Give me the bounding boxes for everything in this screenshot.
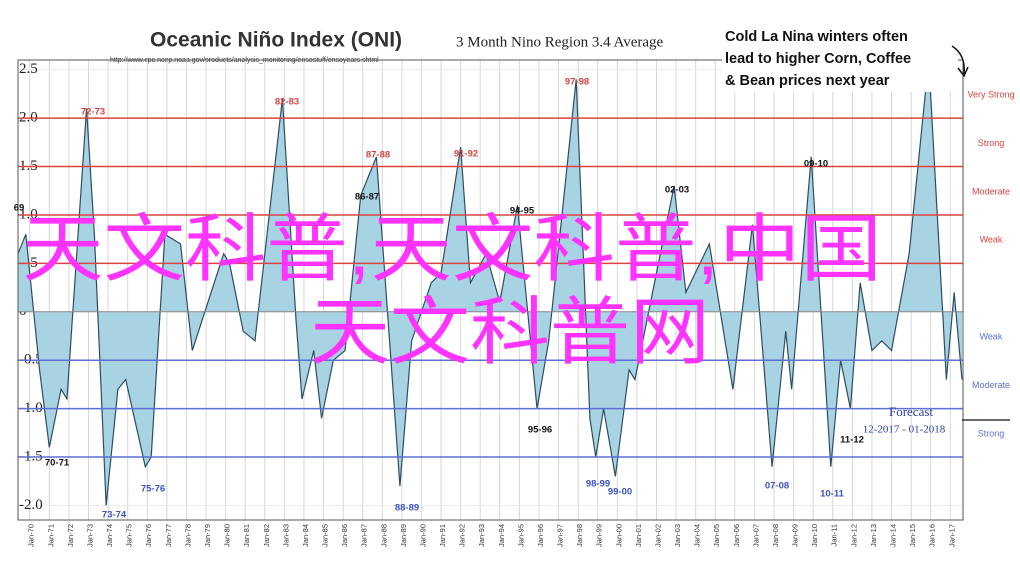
- x-tick-label: Jan-77: [164, 524, 173, 547]
- x-tick-label: Jan-99: [595, 524, 604, 547]
- event-label: 98-99: [586, 479, 610, 490]
- x-tick-label: Jan-15: [908, 524, 917, 547]
- threshold-label: Weak: [980, 332, 1003, 342]
- x-tick-label: Jan-88: [379, 524, 388, 547]
- x-tick-label: Jan-09: [791, 524, 800, 547]
- event-label: 10-11: [820, 489, 844, 500]
- x-tick-label: Jan-03: [673, 524, 682, 547]
- x-tick-label: Jan-80: [223, 524, 232, 547]
- callout-text: lead to higher Corn, Coffee: [725, 51, 911, 67]
- x-tick-label: Jan-06: [732, 524, 741, 547]
- x-tick-label: Jan-73: [85, 524, 94, 547]
- event-label: 95-96: [528, 425, 552, 436]
- x-tick-label: Jan-05: [712, 524, 721, 547]
- threshold-label: Moderate: [972, 380, 1010, 390]
- x-tick-label: Jan-72: [66, 524, 75, 547]
- x-tick-label: Jan-10: [810, 524, 819, 547]
- x-tick-label: Jan-90: [418, 524, 427, 547]
- x-tick-label: Jan-83: [281, 524, 290, 547]
- threshold-label: Moderate: [972, 186, 1010, 196]
- x-tick-label: Jan-87: [360, 524, 369, 547]
- event-label: 91-92: [454, 149, 478, 160]
- x-tick-label: Jan-08: [771, 524, 780, 547]
- event-label: 07-08: [765, 481, 789, 492]
- x-tick-label: Jan-07: [751, 524, 760, 547]
- x-tick-label: Jan-85: [321, 524, 330, 547]
- x-tick-label: Jan-81: [242, 524, 251, 547]
- event-label: 86-87: [355, 192, 379, 203]
- event-label: 72-73: [81, 107, 105, 118]
- line: [17, 59, 963, 506]
- x-tick-label: Jan-11: [830, 524, 839, 546]
- event-label: 69: [14, 203, 25, 214]
- x-tick-label: Jan-70: [27, 524, 36, 547]
- x-tick-label: Jan-91: [438, 524, 447, 547]
- x-tick-label: Jan-17: [947, 524, 956, 547]
- x-tick-label: Jan-79: [203, 524, 212, 547]
- threshold-label: Weak: [980, 235, 1003, 245]
- event-label: 02-03: [665, 185, 689, 196]
- forecast-label: Forecast: [889, 404, 933, 419]
- x-tick-label: Jan-14: [888, 524, 897, 547]
- x-tick-label: Jan-92: [458, 524, 467, 547]
- threshold-label: Strong: [978, 138, 1005, 148]
- event-label: 70-71: [45, 458, 70, 469]
- x-tick-label: Jan-86: [340, 524, 349, 547]
- x-tick-label: Jan-97: [556, 524, 565, 547]
- event-label: 88-89: [395, 503, 419, 514]
- y-tick-label: 2.5: [19, 61, 38, 77]
- event-label: 87-88: [366, 150, 390, 161]
- x-tick-label: Jan-13: [869, 524, 878, 547]
- x-tick-label: Jan-95: [516, 524, 525, 547]
- threshold-label: Strong: [978, 428, 1005, 438]
- x-tick-label: Jan-12: [849, 524, 858, 547]
- callout-bg: [722, 26, 958, 92]
- event-label: 73-74: [102, 510, 127, 521]
- event-label: 82-83: [275, 97, 299, 108]
- x-tick-label: Jan-84: [301, 524, 310, 547]
- watermark: 天文科普网: [310, 291, 710, 374]
- callout-text: Cold La Nina winters often: [725, 29, 908, 45]
- x-tick-label: Jan-71: [46, 524, 55, 547]
- x-tick-label: Jan-74: [105, 524, 114, 547]
- event-label: 11-12: [840, 435, 864, 446]
- callout-arrow: [951, 45, 969, 78]
- callout-text: & Bean prices next year: [725, 73, 890, 89]
- x-tick-label: Jan-89: [399, 524, 408, 547]
- x-tick-label: Jan-98: [575, 524, 584, 547]
- watermark: 天文科普,天文科普,中国: [22, 208, 882, 291]
- event-label: 09-10: [804, 159, 828, 170]
- plot-frame: [17, 59, 964, 521]
- x-tick-label: Jan-94: [497, 524, 506, 547]
- x-tick-label: Jan-02: [653, 524, 662, 547]
- event-label: 94-95: [510, 206, 535, 217]
- forecast-range: 12-2017 - 01-2018: [863, 424, 946, 436]
- x-tick-label: Jan-78: [183, 524, 192, 547]
- x-tick-label: Jan-82: [262, 524, 271, 547]
- chart-title: Oceanic Niño Index (ONI): [150, 29, 402, 52]
- x-tick-label: Jan-75: [125, 524, 134, 547]
- event-label: 97-98: [565, 77, 589, 88]
- x-tick-label: Jan-16: [928, 524, 937, 547]
- x-tick-label: Jan-93: [477, 524, 486, 547]
- x-tick-label: Jan-96: [536, 524, 545, 547]
- y-tick-label: -2.0: [19, 497, 43, 513]
- event-label: 75-76: [141, 484, 165, 495]
- x-tick-label: Jan-04: [693, 524, 702, 547]
- x-tick-label: Jan-00: [614, 524, 623, 547]
- area: [18, 60, 963, 506]
- threshold-label: Very Strong: [967, 89, 1014, 99]
- x-tick-label: Jan-76: [144, 524, 153, 547]
- x-tick-label: Jan-01: [634, 524, 643, 547]
- event-label: 99-00: [608, 487, 632, 498]
- chart-subtitle: 3 Month Nino Region 3.4 Average: [456, 34, 664, 50]
